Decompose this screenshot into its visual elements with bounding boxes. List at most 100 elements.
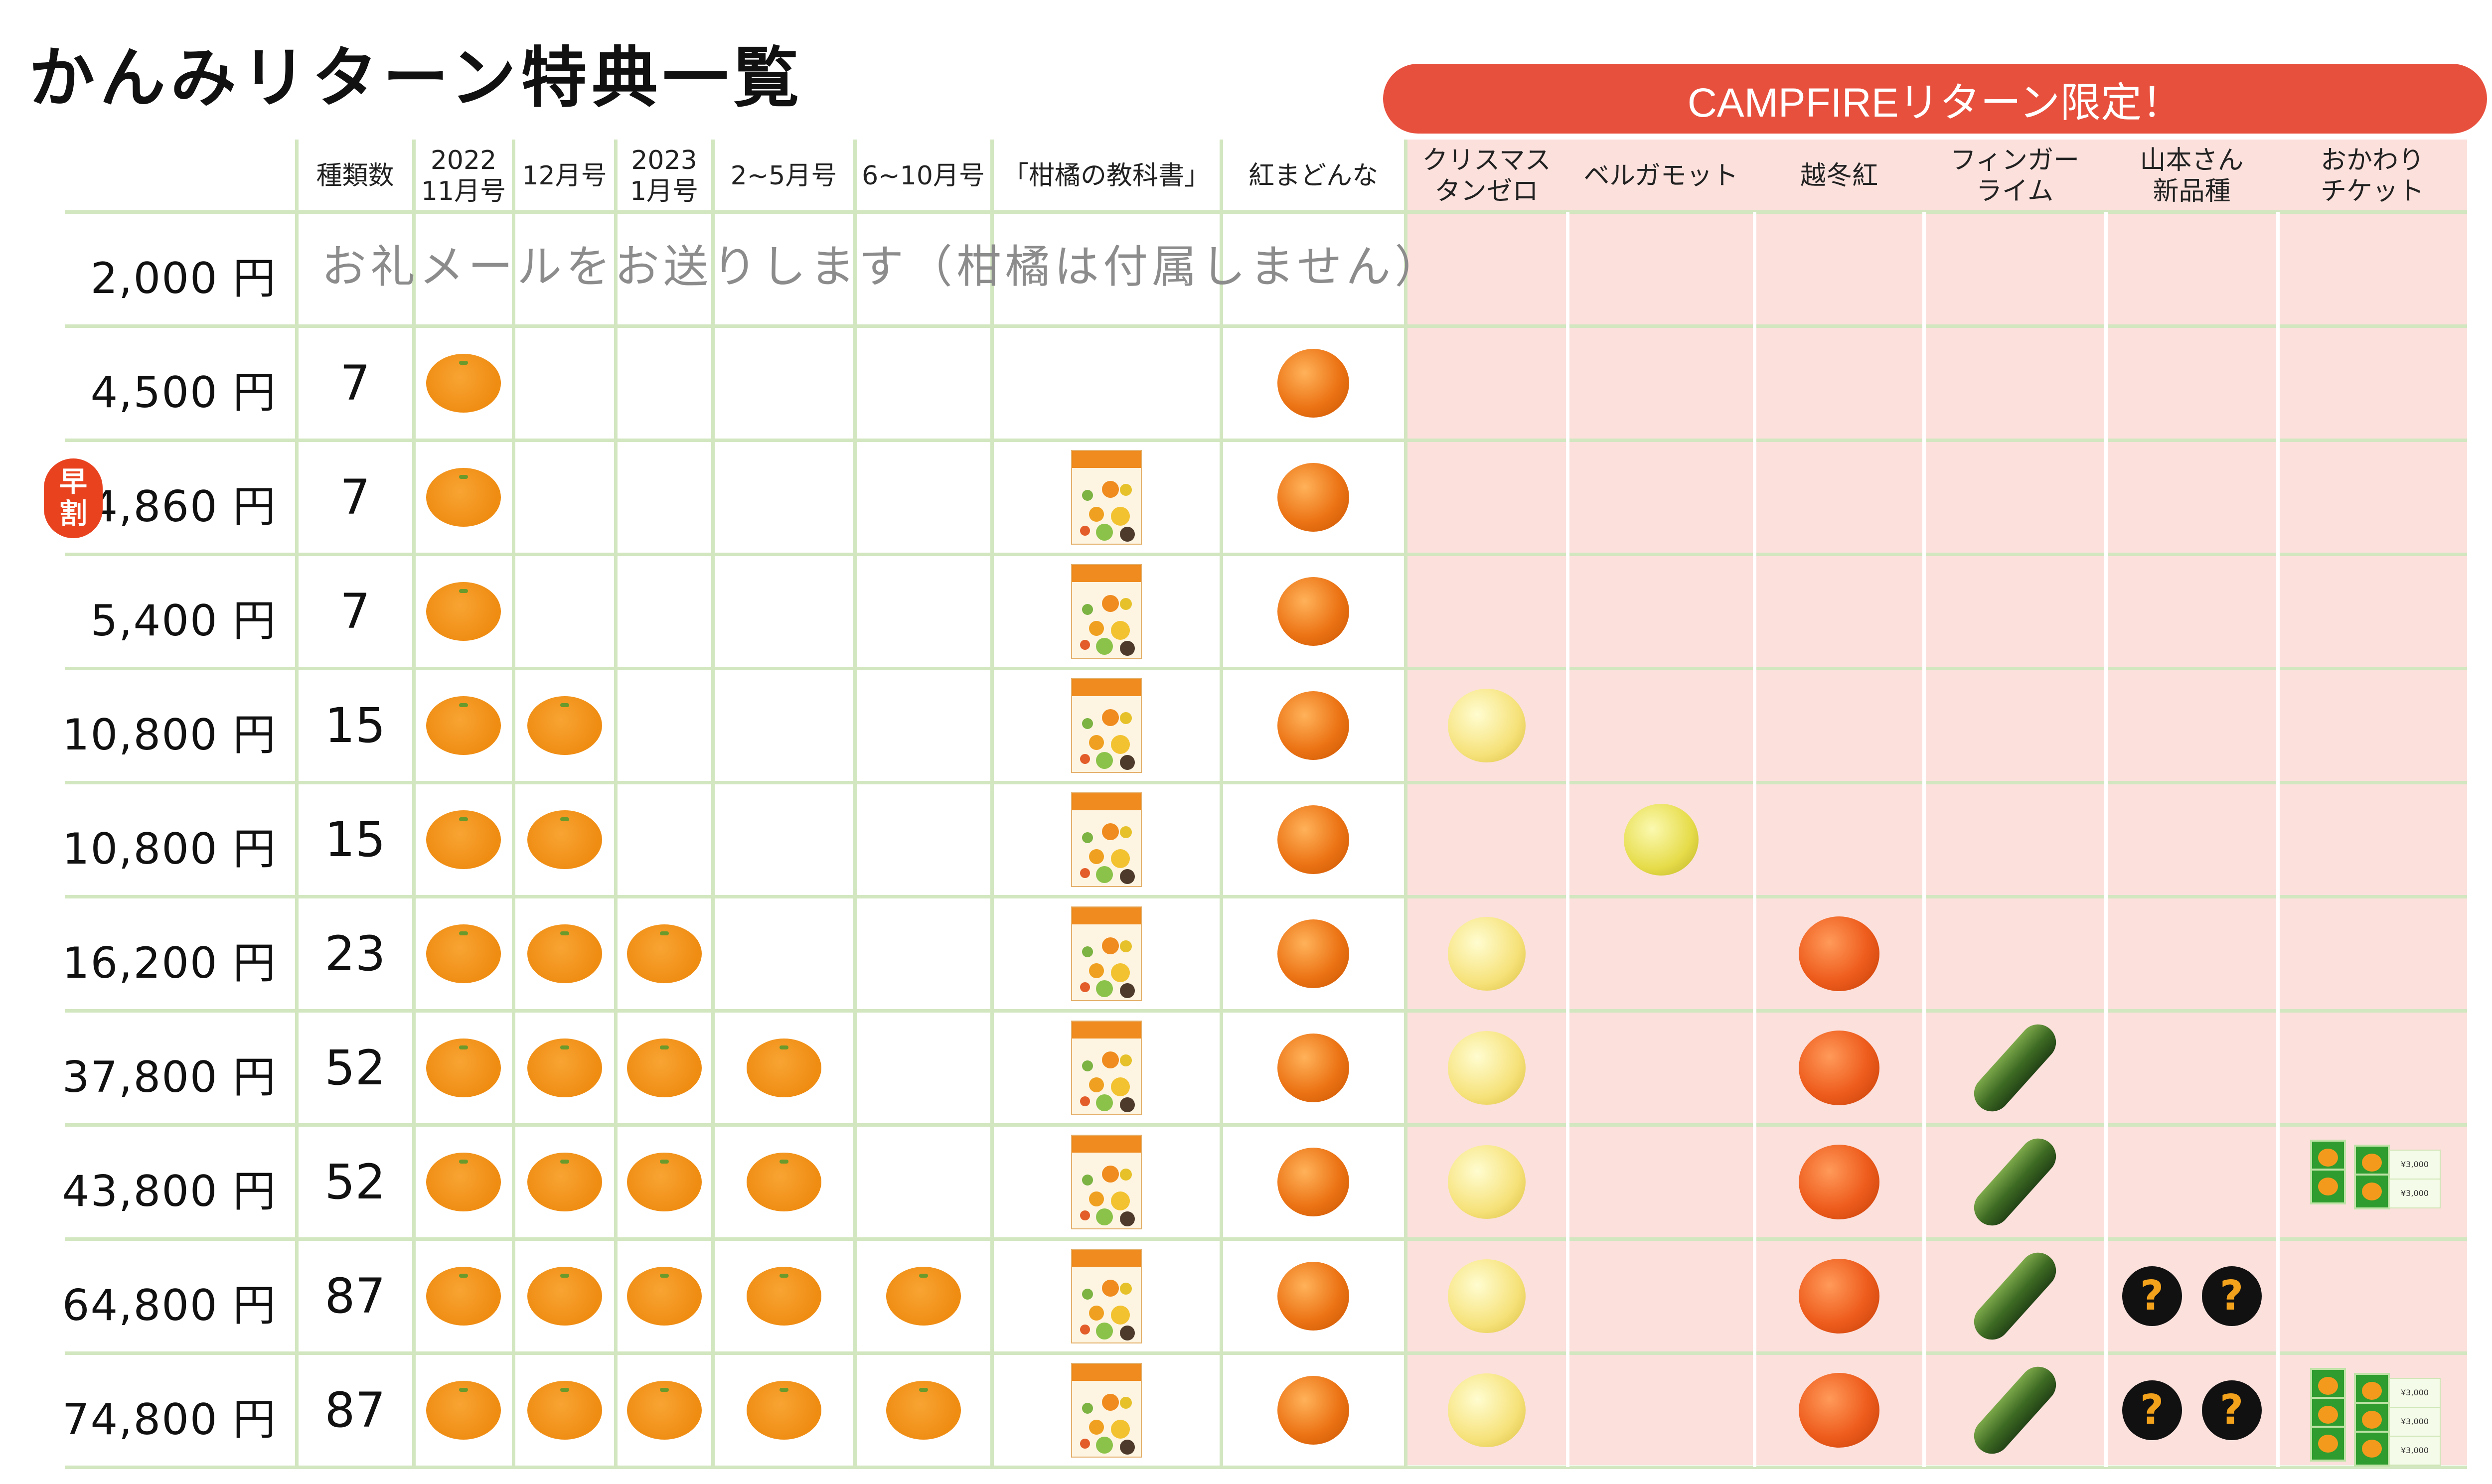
column-divider [614, 140, 618, 1467]
book-dot [1111, 963, 1130, 982]
header-text: 6~10月号 [862, 160, 985, 191]
book-band [1072, 1021, 1141, 1039]
book-dot [1089, 506, 1104, 522]
column-divider [990, 140, 994, 1467]
mikan-icon [527, 1152, 602, 1211]
kinds-count: 7 [339, 469, 371, 525]
book-dot [1096, 523, 1113, 541]
column-divider [412, 140, 416, 1467]
cell-tangelo-icon [1405, 668, 1567, 782]
book-dot [1096, 1208, 1113, 1225]
column-divider [2104, 212, 2108, 1467]
mikan-icon [527, 1266, 602, 1326]
benimadonna-icon [1277, 348, 1349, 418]
tangelo-icon [1447, 1373, 1526, 1447]
mikan-icon [527, 924, 602, 983]
header-text: 種類数 [316, 160, 394, 191]
ticket-price-label: ¥3,000 [2389, 1178, 2441, 1208]
header-text: チケット [2320, 176, 2424, 206]
cell-mikan-icon [513, 782, 616, 896]
header-text: 新品種 [2153, 176, 2231, 206]
row-divider [65, 1123, 2467, 1127]
header-text: 1月号 [629, 176, 699, 206]
mikan-icon [426, 582, 501, 641]
etsutoubeni-icon [1799, 916, 1879, 991]
header-text: 2~5月号 [730, 160, 837, 191]
ticket-mikan [2354, 1430, 2390, 1467]
tangelo-icon [1447, 916, 1526, 991]
book-dot [1120, 597, 1132, 610]
book-dot [1120, 1282, 1132, 1295]
header-kinds: 種類数 [297, 140, 414, 212]
ticket-price-label: ¥3,000 [2389, 1377, 2441, 1408]
cell-mystery: ?? [2106, 1353, 2278, 1467]
etsutoubeni-icon [1799, 1258, 1879, 1334]
mikan-icon [426, 1152, 501, 1211]
book-dot [1080, 868, 1090, 878]
mikan-icon [426, 924, 501, 983]
header-text: 2022 [430, 145, 497, 175]
mikan-icon [626, 1266, 702, 1326]
row-divider [65, 439, 2467, 442]
row-divider [65, 210, 2467, 214]
mikan-icon [626, 1152, 702, 1211]
cell-refill-ticket-icon: ¥3,000¥3,000¥3,000¥3,000 [2278, 1125, 2467, 1239]
cell-tangelo-icon [1405, 1239, 1567, 1353]
cell-mikan-icon [616, 896, 713, 1011]
cell-citrus-textbook-icon [992, 1353, 1221, 1467]
row-divider [65, 553, 2467, 556]
header-benimadonna: 紅まどんな [1221, 140, 1405, 212]
benimadonna-icon [1277, 1261, 1349, 1331]
cell-tangelo-icon [1405, 1353, 1567, 1467]
tangelo-icon [1447, 1145, 1526, 1219]
cell-mikan-icon [513, 1011, 616, 1125]
header-jun-oct: 6~10月号 [855, 140, 992, 212]
book-dot [1082, 946, 1093, 957]
cell-benimadonna-icon [1221, 1125, 1405, 1239]
refill-ticket-icon: ¥3,000¥3,000¥3,000¥3,000 [2310, 1139, 2441, 1224]
cell-mikan-icon [855, 1353, 992, 1467]
mikan-icon [626, 924, 702, 983]
cell-citrus-textbook-icon [992, 554, 1221, 668]
column-divider [1404, 140, 1407, 1467]
book-band [1072, 1135, 1141, 1153]
book-dot [1120, 483, 1132, 496]
header-refill-ticket: おかわり チケット [2278, 140, 2467, 212]
cell-etsutoubeni-icon [1754, 896, 1924, 1011]
cell-mikan-icon [616, 1125, 713, 1239]
row-divider [65, 895, 2467, 898]
price-label: 16,200 円 [62, 938, 277, 988]
cell-finger-lime-icon [1924, 1353, 2106, 1467]
price-label: 5,400 円 [90, 595, 277, 646]
book-dot [1120, 1168, 1132, 1181]
cell-mikan-icon [713, 1125, 855, 1239]
mikan-icon [527, 1380, 602, 1440]
cell-mikan-icon [713, 1011, 855, 1125]
mystery-variety-icon: ? [2201, 1380, 2262, 1440]
row-divider [65, 1351, 2467, 1355]
cell-mikan-icon [513, 1353, 616, 1467]
cell-bergamot-icon [1567, 782, 1754, 896]
book-band [1072, 1249, 1141, 1267]
book-dot [1102, 1165, 1119, 1183]
book-dot [1080, 1324, 1090, 1335]
cell-etsutoubeni-icon [1754, 1125, 1924, 1239]
cell-mikan-icon [414, 1125, 513, 1239]
etsutoubeni-icon [1799, 1144, 1879, 1219]
ticket-price-label: ¥3,000 [2389, 1435, 2441, 1466]
cell-mikan-icon [513, 1125, 616, 1239]
book-dot [1102, 823, 1119, 840]
cell-mikan-icon [414, 554, 513, 668]
book-dot [1102, 1393, 1119, 1411]
finger-lime-icon [1966, 1131, 2063, 1233]
book-dot [1111, 735, 1130, 754]
cell-citrus-textbook-icon [992, 440, 1221, 554]
book-dot [1120, 826, 1132, 838]
cell-mikan-icon [414, 1239, 513, 1353]
book-dot [1120, 940, 1132, 952]
mystery-variety-icon: ? [2201, 1266, 2262, 1326]
benimadonna-icon [1277, 1033, 1349, 1102]
header-2023-jan: 2023 1月号 [616, 140, 713, 212]
book-dot [1096, 1436, 1113, 1454]
book-dot [1080, 1096, 1090, 1106]
